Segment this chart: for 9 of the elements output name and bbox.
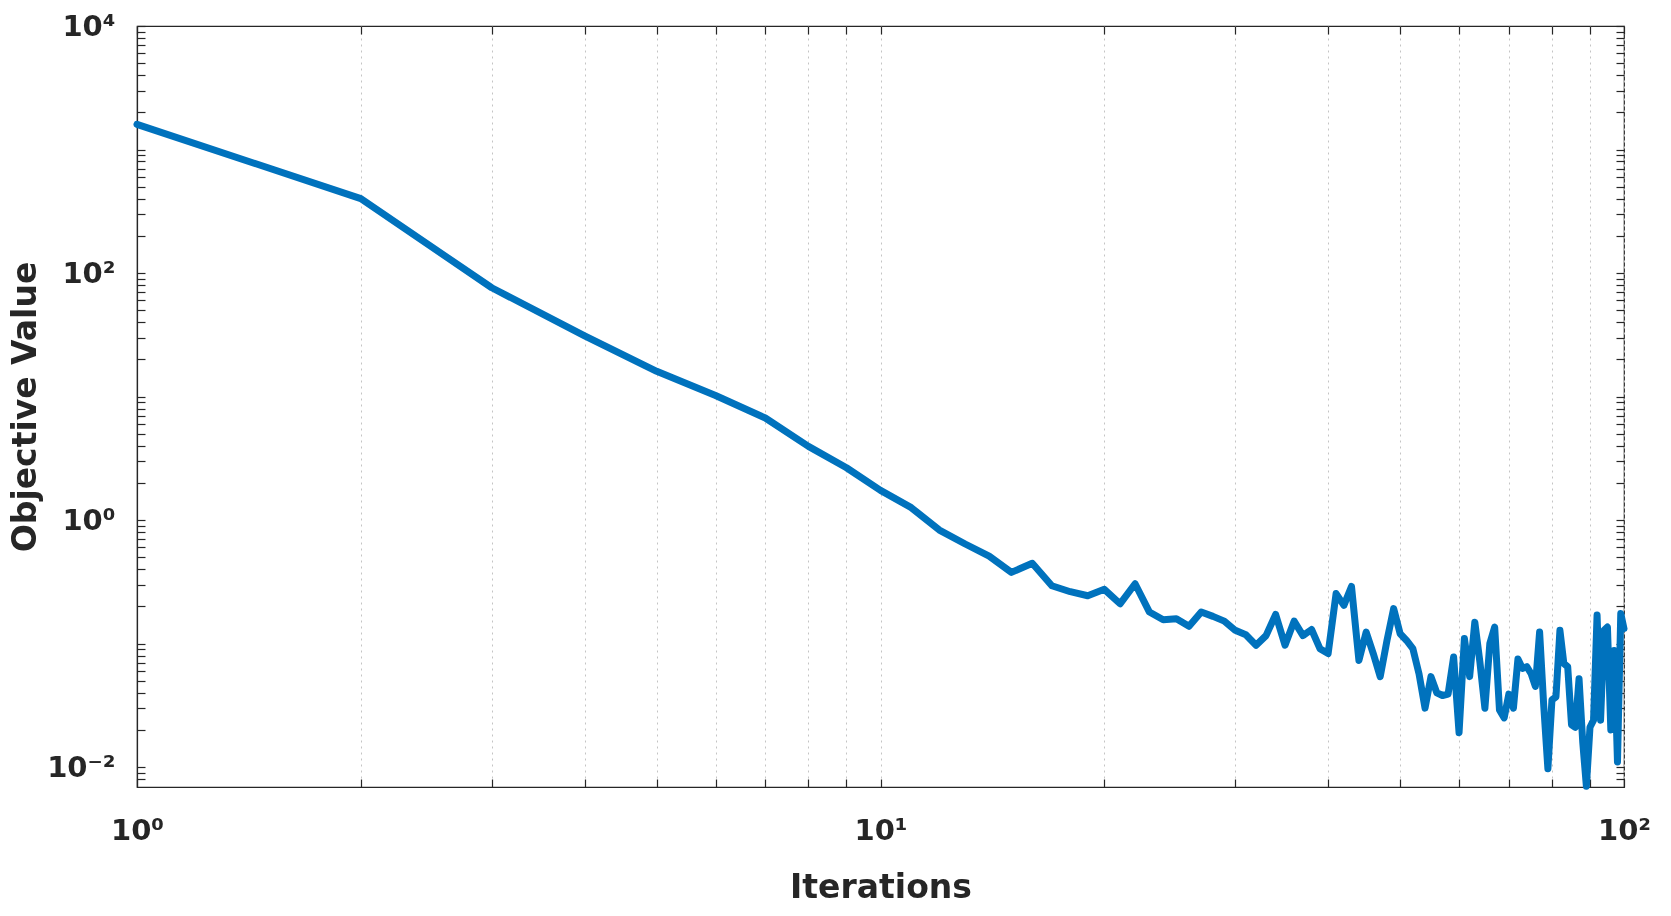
y-tick-label: 10⁻²	[47, 749, 116, 784]
x-tick-label: 10²	[1597, 812, 1652, 847]
y-tick-label: 10⁴	[62, 8, 116, 43]
y-axis-title: Objective Value	[5, 261, 45, 553]
x-tick-label: 10⁰	[110, 812, 165, 847]
x-tick-label: 10¹	[854, 812, 908, 847]
x-axis-title: Iterations	[790, 866, 972, 906]
y-tick-label: 10²	[62, 255, 116, 290]
y-tick-label: 10⁰	[62, 502, 116, 537]
